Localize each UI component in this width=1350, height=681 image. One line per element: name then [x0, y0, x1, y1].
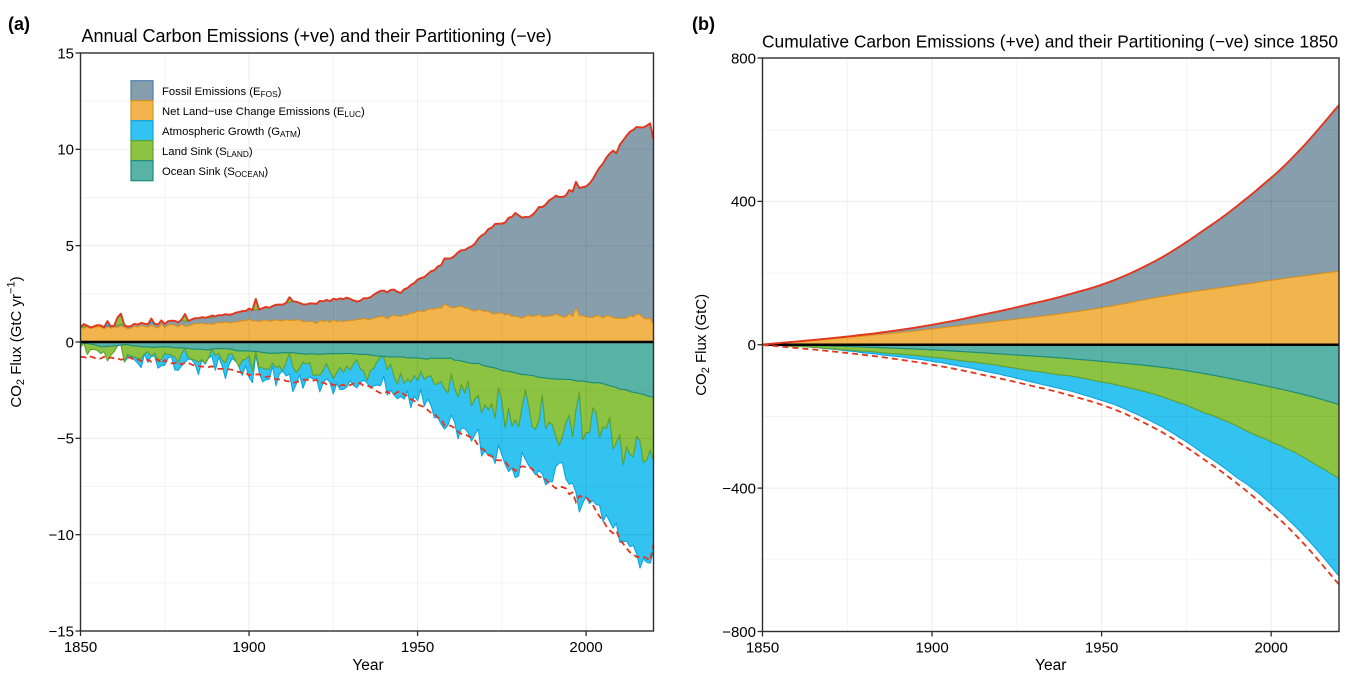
svg-text:0: 0 [66, 334, 74, 351]
svg-text:800: 800 [731, 50, 756, 67]
svg-text:1950: 1950 [401, 639, 434, 656]
svg-text:1850: 1850 [64, 639, 97, 656]
svg-text:−800: −800 [722, 624, 756, 641]
svg-text:(b): (b) [692, 14, 715, 34]
svg-text:Year: Year [352, 657, 383, 674]
svg-text:−10: −10 [49, 527, 74, 544]
svg-text:Cumulative Carbon Emissions (+: Cumulative Carbon Emissions (+ve) and th… [762, 32, 1338, 52]
svg-text:−5: −5 [57, 431, 74, 448]
svg-text:2000: 2000 [1254, 640, 1287, 657]
svg-text:400: 400 [731, 194, 756, 211]
svg-text:Year: Year [1035, 657, 1066, 674]
svg-text:Net Land−use Change Emissions: Net Land−use Change Emissions (ELUC) [162, 106, 365, 119]
svg-text:−15: −15 [49, 623, 74, 640]
svg-text:Ocean Sink (SOCEAN): Ocean Sink (SOCEAN) [162, 166, 268, 179]
svg-text:1900: 1900 [915, 640, 948, 657]
svg-text:10: 10 [57, 142, 74, 159]
svg-text:0: 0 [748, 337, 756, 354]
svg-text:Atmospheric Growth (GATM): Atmospheric Growth (GATM) [162, 126, 301, 139]
svg-text:Land Sink (SLAND): Land Sink (SLAND) [162, 146, 253, 159]
svg-text:−400: −400 [722, 480, 756, 497]
svg-text:1850: 1850 [746, 640, 779, 657]
svg-text:1900: 1900 [232, 639, 265, 656]
svg-text:(a): (a) [8, 14, 30, 34]
svg-text:Annual Carbon Emissions (+ve): Annual Carbon Emissions (+ve) and their … [82, 26, 552, 46]
svg-text:15: 15 [57, 45, 74, 62]
svg-text:2000: 2000 [569, 639, 602, 656]
svg-text:1950: 1950 [1085, 640, 1118, 657]
svg-text:CO2 Flux (GtC yr−1): CO2 Flux (GtC yr−1) [6, 276, 27, 407]
svg-text:CO2 Flux (GtC): CO2 Flux (GtC) [693, 294, 712, 396]
svg-text:Fossil Emissions (EFOS): Fossil Emissions (EFOS) [162, 86, 282, 99]
svg-text:5: 5 [66, 238, 74, 255]
